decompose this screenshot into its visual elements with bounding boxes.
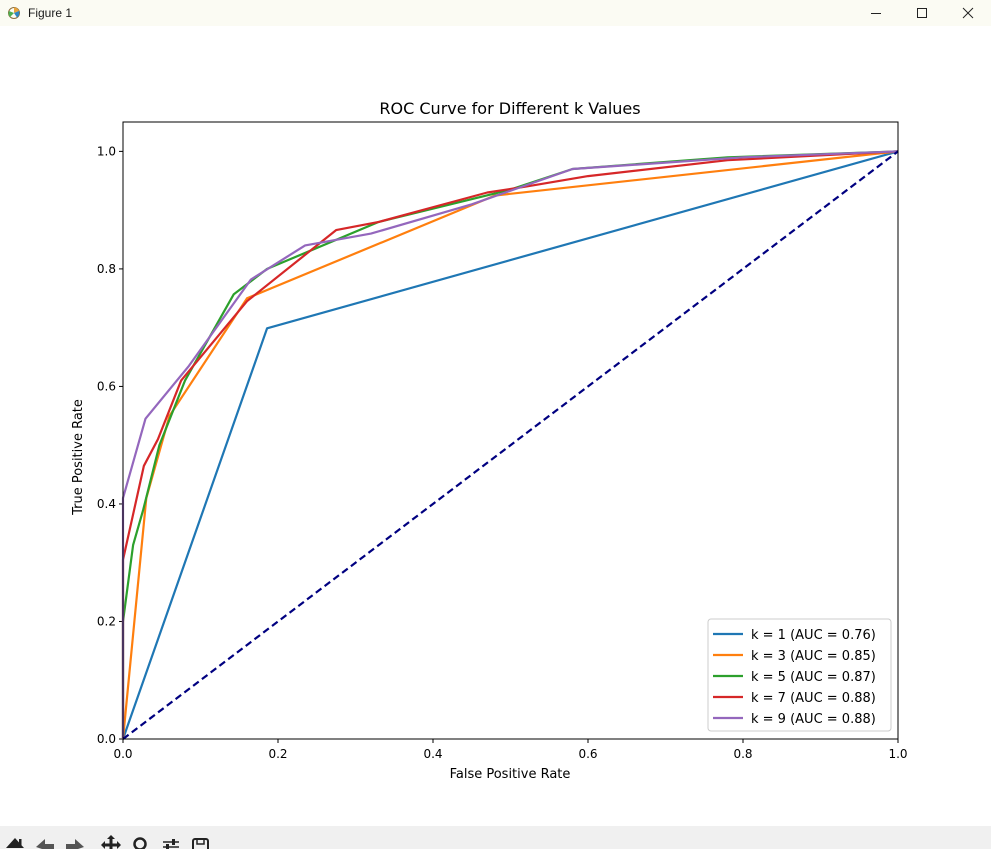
- window-controls: [853, 0, 991, 26]
- y-axis-label: True Positive Rate: [71, 399, 86, 516]
- roc-line-series-5: [121, 150, 899, 739]
- zoom-button[interactable]: [126, 826, 156, 849]
- forward-icon: [66, 839, 84, 849]
- configure-subplots-icon: [163, 839, 179, 849]
- x-tick-label: 0.8: [733, 747, 752, 761]
- save-button[interactable]: [186, 826, 216, 849]
- y-tick-label: 0.6: [97, 379, 116, 393]
- forward-button[interactable]: [60, 826, 90, 849]
- pan-icon: [101, 835, 121, 849]
- y-tick-label: 0.8: [97, 262, 116, 276]
- roc-line-series-2: [121, 150, 899, 740]
- roc-line-series-4: [121, 150, 899, 739]
- home-button[interactable]: [0, 826, 30, 849]
- close-button[interactable]: [945, 0, 991, 26]
- x-tick-label: 1.0: [888, 747, 907, 761]
- matplotlib-icon: [6, 5, 22, 21]
- back-button[interactable]: [30, 826, 60, 849]
- figure-canvas: ROC Curve for Different k Values 0.0 0.2 0…: [0, 26, 991, 826]
- roc-chart: ROC Curve for Different k Values 0.0 0.2 0…: [71, 99, 908, 782]
- configure-subplots-button[interactable]: [156, 826, 186, 849]
- roc-line-series-1: [121, 150, 899, 740]
- navigation-toolbar: [0, 826, 991, 849]
- back-icon: [36, 839, 54, 849]
- x-axis-label: False Positive Rate: [450, 767, 571, 782]
- close-icon: [962, 7, 974, 19]
- legend-label: k = 3 (AUC = 0.85): [751, 649, 876, 664]
- legend-label: k = 1 (AUC = 0.76): [751, 628, 876, 643]
- maximize-button[interactable]: [899, 0, 945, 26]
- legend-box: [707, 618, 892, 732]
- minimize-button[interactable]: [853, 0, 899, 26]
- home-icon: [6, 838, 24, 848]
- x-tick-label: 0.4: [423, 747, 442, 761]
- minimize-icon: [871, 13, 881, 14]
- legend: k = 1 (AUC = 0.76) k = 3 (AUC = 0.85) k = …: [707, 618, 892, 732]
- maximize-icon: [917, 8, 927, 18]
- legend-label: k = 7 (AUC = 0.88): [751, 691, 876, 706]
- x-tick-label: 0.6: [578, 747, 597, 761]
- plot-frame: [122, 121, 899, 740]
- zoom-icon: [133, 837, 147, 849]
- y-tick-label: 0.2: [97, 614, 116, 628]
- y-tick-label: 0.4: [97, 497, 116, 511]
- x-tick-label: 0.2: [268, 747, 287, 761]
- y-tick-label: 0.0: [97, 732, 116, 746]
- chart-title: ROC Curve for Different k Values: [379, 99, 640, 118]
- pan-button[interactable]: [96, 826, 126, 849]
- legend-label: k = 5 (AUC = 0.87): [751, 670, 876, 685]
- save-icon: [192, 838, 209, 849]
- legend-label: k = 9 (AUC = 0.88): [751, 712, 876, 727]
- window-title: Figure 1: [28, 6, 73, 20]
- x-tick-label: 0.0: [113, 747, 132, 761]
- chance-diagonal-line: [122, 150, 899, 740]
- window-titlebar: Figure 1: [0, 0, 991, 26]
- y-tick-label: 1.0: [97, 144, 116, 158]
